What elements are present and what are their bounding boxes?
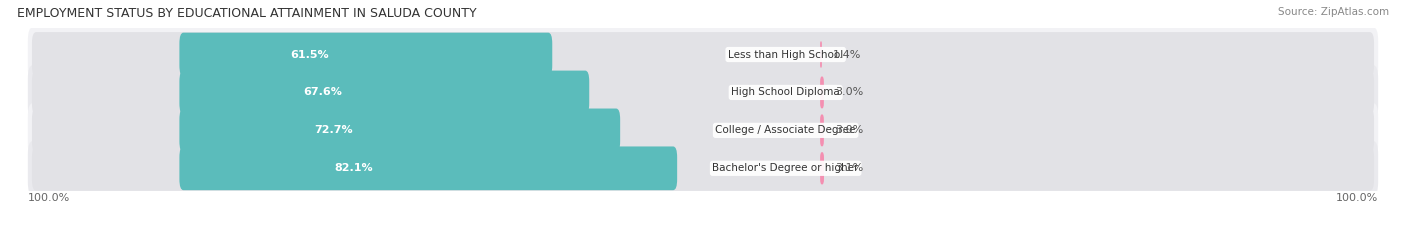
- FancyBboxPatch shape: [28, 27, 1378, 82]
- Text: 72.7%: 72.7%: [315, 125, 353, 135]
- FancyBboxPatch shape: [820, 114, 824, 146]
- FancyBboxPatch shape: [28, 103, 1378, 158]
- Text: 67.6%: 67.6%: [304, 87, 342, 97]
- FancyBboxPatch shape: [820, 76, 824, 109]
- FancyBboxPatch shape: [32, 32, 1374, 77]
- Text: 100.0%: 100.0%: [1336, 193, 1378, 203]
- Text: Less than High School: Less than High School: [728, 49, 844, 59]
- Text: 82.1%: 82.1%: [335, 163, 373, 173]
- Text: 61.5%: 61.5%: [291, 49, 329, 59]
- Text: Bachelor's Degree or higher: Bachelor's Degree or higher: [713, 163, 859, 173]
- FancyBboxPatch shape: [820, 152, 824, 185]
- Text: 3.0%: 3.0%: [835, 87, 863, 97]
- Text: Source: ZipAtlas.com: Source: ZipAtlas.com: [1278, 7, 1389, 17]
- Text: 1.4%: 1.4%: [832, 49, 862, 59]
- FancyBboxPatch shape: [180, 147, 678, 190]
- Text: 3.0%: 3.0%: [835, 125, 863, 135]
- Text: College / Associate Degree: College / Associate Degree: [716, 125, 856, 135]
- Text: 100.0%: 100.0%: [28, 193, 70, 203]
- FancyBboxPatch shape: [180, 109, 620, 152]
- FancyBboxPatch shape: [32, 70, 1374, 115]
- Text: High School Diploma: High School Diploma: [731, 87, 839, 97]
- FancyBboxPatch shape: [180, 33, 553, 76]
- Text: EMPLOYMENT STATUS BY EDUCATIONAL ATTAINMENT IN SALUDA COUNTY: EMPLOYMENT STATUS BY EDUCATIONAL ATTAINM…: [17, 7, 477, 20]
- FancyBboxPatch shape: [28, 65, 1378, 120]
- FancyBboxPatch shape: [28, 141, 1378, 196]
- Text: 3.1%: 3.1%: [835, 163, 863, 173]
- FancyBboxPatch shape: [820, 41, 823, 68]
- FancyBboxPatch shape: [180, 71, 589, 114]
- FancyBboxPatch shape: [32, 108, 1374, 153]
- FancyBboxPatch shape: [32, 146, 1374, 191]
